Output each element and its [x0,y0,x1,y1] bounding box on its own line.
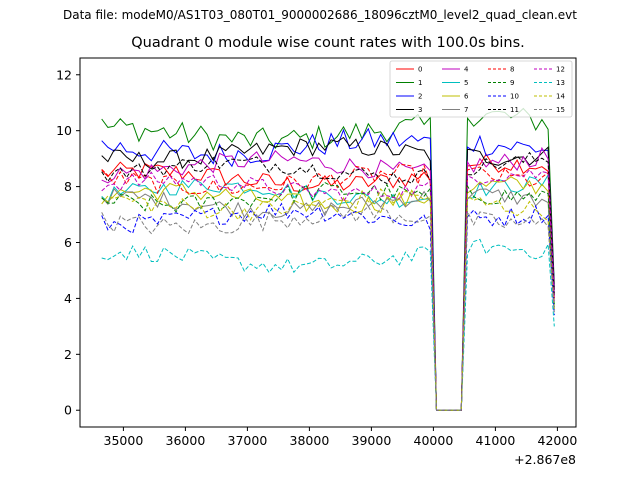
series-line-14 [101,188,555,411]
legend-label-2: 2 [418,93,422,101]
x-tick-label: 41000 [476,433,516,448]
y-tick-label: 4 [64,291,72,306]
legend-box [389,60,573,118]
legend-label-5: 5 [464,79,468,87]
legend-label-10: 10 [510,93,519,101]
x-tick-label: 40000 [414,433,454,448]
legend-label-7: 7 [464,106,468,114]
series-line-9 [101,181,555,411]
plot-area [80,58,576,427]
y-tick-label: 0 [64,403,72,418]
series-line-4 [101,146,555,411]
series-line-6 [101,176,555,411]
legend-label-1: 1 [418,79,422,87]
x-tick-label: 36000 [166,433,206,448]
x-tick-label: 42000 [538,433,578,448]
y-tick-label: 6 [64,235,72,250]
series-line-8 [101,163,555,411]
y-tick-label: 2 [64,347,72,362]
legend-label-11: 11 [510,106,519,114]
legend-label-15: 15 [556,106,565,114]
legend-label-12: 12 [556,66,565,74]
x-tick-label: 39000 [352,433,392,448]
x-tick-label: 35000 [104,433,144,448]
series-line-11 [101,151,555,411]
legend-label-4: 4 [464,66,469,74]
legend-label-0: 0 [418,66,422,74]
y-tick-label: 10 [56,123,72,138]
x-tick-label: 37000 [228,433,268,448]
series-line-5 [101,173,555,411]
legend-label-13: 13 [556,79,565,87]
y-tick-label: 12 [56,67,72,82]
series-line-15 [101,204,555,411]
y-tick-label: 8 [64,179,72,194]
legend-label-3: 3 [418,106,422,114]
legend-label-14: 14 [556,93,565,101]
series-line-13 [101,238,555,411]
legend-label-8: 8 [510,66,514,74]
chart-title: Quadrant 0 module wise count rates with … [131,35,525,51]
legend-label-6: 6 [464,93,469,101]
series-layer [101,107,555,411]
suptitle: Data file: modeM0/AS1T03_080T01_90000026… [63,8,577,22]
x-axis: 35000 36000 37000 38000 39000 40000 41000 42000 [104,427,578,448]
series-line-12 [101,169,555,411]
x-tick-label: 38000 [290,433,330,448]
series-line-10 [101,202,555,411]
x-axis-offset-label: +2.867e8 [514,452,576,467]
y-axis: 0 2 4 6 8 10 12 [56,67,80,418]
series-line-3 [101,136,555,411]
legend-label-9: 9 [510,79,514,87]
series-line-0 [101,153,555,411]
